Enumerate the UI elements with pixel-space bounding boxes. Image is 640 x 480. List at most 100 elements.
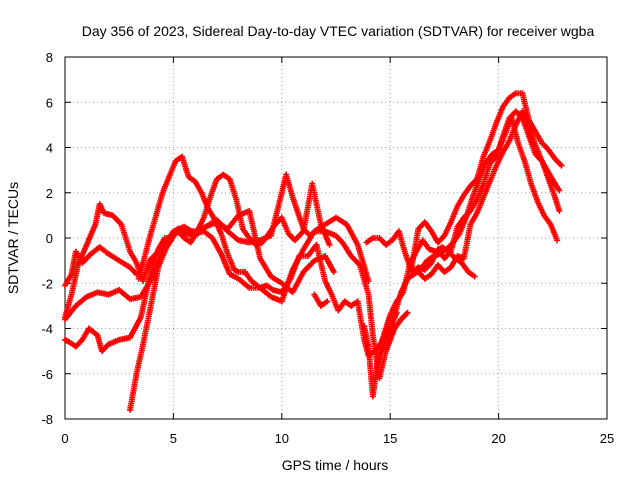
data-point: [336, 309, 340, 312]
data-point: [323, 279, 327, 283]
data-point: [180, 155, 184, 158]
data-point: [514, 110, 518, 113]
data-point: [456, 205, 459, 208]
data-point: [449, 220, 453, 224]
data-point: [371, 236, 375, 240]
data-point: [85, 295, 88, 299]
data-point: [310, 182, 314, 185]
data-point: [384, 349, 388, 353]
data-point: [258, 257, 262, 260]
data-point: [176, 230, 179, 233]
y-tick-label: 8: [46, 50, 53, 65]
data-point: [154, 214, 158, 217]
data-point: [150, 300, 153, 303]
data-point: [501, 150, 505, 154]
data-point: [206, 207, 210, 210]
data-point: [475, 211, 479, 215]
data-point: [289, 277, 292, 280]
data-point: [534, 144, 537, 147]
data-point: [386, 334, 390, 337]
data-point: [187, 175, 190, 179]
data-point: [291, 291, 294, 294]
data-point: [248, 209, 251, 213]
data-point: [445, 248, 448, 251]
data-point: [196, 230, 199, 233]
data-point: [81, 338, 84, 342]
data-point: [100, 349, 104, 353]
data-point: [367, 345, 370, 348]
data-point: [514, 92, 518, 95]
data-point: [521, 92, 524, 95]
data-point: [326, 300, 329, 303]
x-tick-label: 0: [61, 431, 68, 446]
data-point: [378, 377, 381, 380]
data-point: [241, 227, 244, 231]
series-track-7: [311, 291, 331, 309]
data-point: [215, 177, 218, 181]
axis-ticks: 0 5 10 15 20 25 -8 -6 -4 -2 0 2 4 6 8: [41, 50, 614, 446]
data-point: [163, 236, 166, 240]
data-point: [495, 121, 498, 124]
data-point: [436, 248, 440, 251]
data-point: [443, 270, 446, 274]
data-point: [417, 227, 420, 231]
data-point: [280, 216, 283, 219]
data-point: [547, 148, 550, 151]
data-point: [373, 349, 377, 353]
x-tick-label: 20: [491, 431, 505, 446]
data-point: [107, 343, 110, 346]
data-point: [293, 239, 297, 242]
x-tick-label: 5: [170, 431, 177, 446]
data-point: [226, 252, 229, 256]
data-point: [365, 241, 368, 244]
data-point: [560, 164, 563, 167]
data-point: [436, 241, 440, 244]
data-point: [302, 230, 305, 233]
data-point: [85, 243, 88, 246]
data-point: [399, 318, 403, 321]
series-track-4: [62, 214, 372, 323]
data-point: [258, 286, 262, 289]
data-point: [74, 304, 78, 308]
series-track-1: [62, 244, 140, 289]
data-point: [209, 196, 212, 199]
data-point: [68, 340, 71, 344]
data-point: [120, 223, 123, 226]
data-point: [235, 198, 238, 201]
data-point: [417, 266, 420, 269]
data-point: [501, 134, 505, 138]
data-point: [334, 216, 338, 219]
data-point: [150, 266, 153, 269]
data-point: [356, 243, 359, 246]
y-tick-label: -6: [41, 367, 53, 382]
data-point: [349, 254, 353, 258]
data-point: [449, 250, 453, 253]
data-point: [488, 180, 492, 183]
data-point: [280, 291, 283, 294]
data-point: [358, 263, 362, 267]
data-point: [63, 338, 67, 342]
data-point: [211, 214, 214, 217]
series-track-12: [408, 108, 563, 282]
data-point: [118, 259, 121, 262]
data-point: [323, 254, 327, 258]
data-point: [63, 318, 67, 321]
data-point: [508, 96, 511, 99]
data-point: [547, 171, 550, 174]
data-point: [200, 191, 203, 194]
data-point: [389, 313, 392, 317]
data-point: [460, 261, 463, 265]
data-point: [462, 216, 466, 219]
data-point: [456, 254, 459, 258]
data-point: [488, 139, 492, 142]
data-point: [345, 223, 349, 226]
data-point: [367, 293, 370, 296]
data-point: [193, 180, 197, 183]
data-point: [462, 257, 466, 260]
data-point: [141, 279, 145, 283]
data-point: [157, 266, 160, 269]
data-point: [443, 234, 446, 237]
data-point: [89, 252, 93, 256]
data-point: [315, 243, 318, 246]
data-point: [495, 164, 498, 167]
